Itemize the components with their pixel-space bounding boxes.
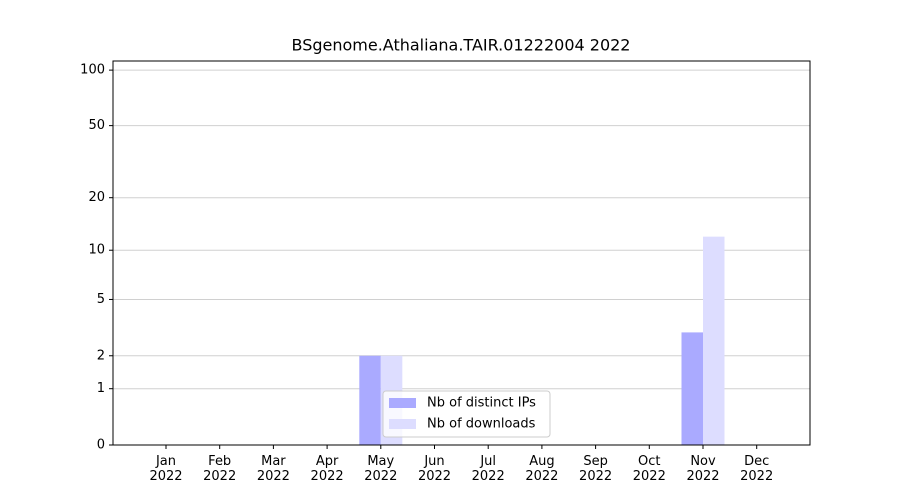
legend-label: Nb of distinct IPs: [427, 396, 536, 411]
x-tick-label: Mar 2022: [256, 454, 290, 484]
x-tick-label: Nov 2022: [686, 454, 720, 484]
x-tick-label: Apr 2022: [310, 454, 344, 484]
y-tick-label: 100: [80, 63, 105, 78]
x-tick-label: Dec 2022: [740, 454, 774, 484]
y-tick-label: 2: [97, 348, 105, 363]
chart-title: BSgenome.Athaliana.TAIR.01222004 2022: [292, 36, 631, 55]
bar: [359, 355, 381, 445]
y-tick-label: 50: [88, 118, 105, 133]
bar: [703, 236, 725, 445]
legend-swatch: [389, 398, 416, 408]
legend: Nb of distinct IPs Nb of downloads: [382, 390, 551, 438]
x-tick-label: Jan 2022: [149, 454, 183, 484]
x-tick-label: Jun 2022: [417, 454, 452, 484]
y-tick-label: 1: [97, 381, 105, 396]
y-tick-label: 0: [97, 438, 105, 453]
bar: [681, 332, 703, 445]
y-tick-label: 20: [88, 190, 105, 205]
legend-label: Nb of downloads: [427, 417, 536, 432]
y-tick-label: 5: [97, 292, 105, 307]
legend-swatch: [389, 419, 416, 429]
x-tick-label: Feb 2022: [203, 454, 237, 484]
x-tick-label: Jul 2022: [471, 454, 505, 484]
x-tick-label: Oct 2022: [632, 454, 666, 484]
x-tick-label: Aug 2022: [525, 454, 559, 484]
y-tick-label: 10: [88, 243, 105, 258]
x-tick-label: May 2022: [364, 454, 398, 484]
x-tick-label: Sep 2022: [579, 454, 613, 484]
legend-box: [382, 390, 551, 438]
plot-frame: [112, 60, 811, 446]
